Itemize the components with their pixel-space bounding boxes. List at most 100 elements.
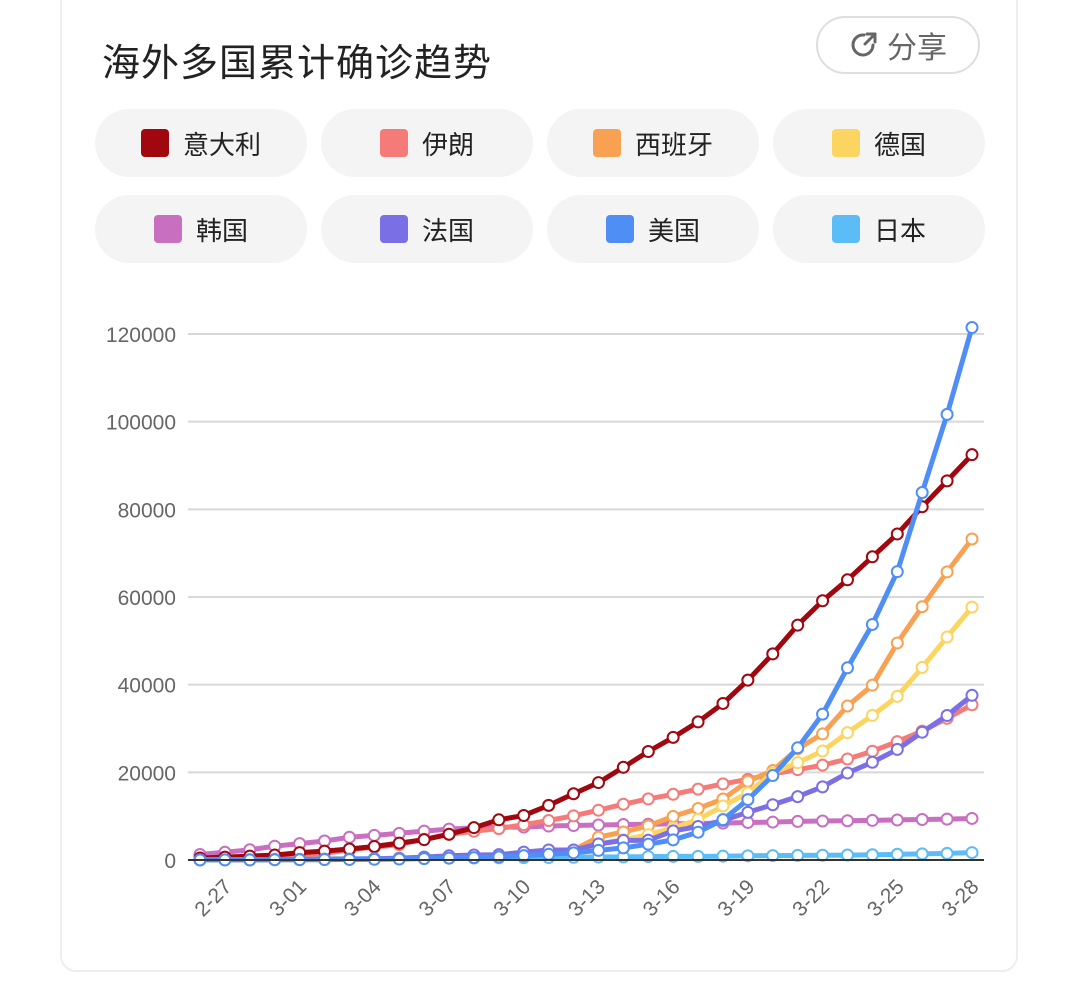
data-point <box>816 814 830 828</box>
legend-label: 德国 <box>873 130 926 161</box>
data-point <box>865 755 879 769</box>
data-point <box>741 849 755 863</box>
legend-item-spain[interactable]: 西班牙 <box>547 109 759 177</box>
data-point <box>791 814 805 828</box>
data-point <box>716 813 730 827</box>
data-point <box>442 827 456 841</box>
data-point <box>641 745 655 759</box>
data-point <box>716 799 730 813</box>
data-point <box>766 769 780 783</box>
data-point <box>816 758 830 772</box>
data-point <box>865 678 879 692</box>
data-point <box>766 849 780 863</box>
data-point <box>840 752 854 766</box>
x-tick-label: 3-13 <box>564 875 610 921</box>
data-point <box>965 600 979 614</box>
data-point <box>865 848 879 862</box>
legend-item-korea[interactable]: 韩国 <box>95 195 307 263</box>
data-point <box>591 776 605 790</box>
data-point <box>542 798 556 812</box>
legend-item-germany[interactable]: 德国 <box>773 109 985 177</box>
data-point <box>816 727 830 741</box>
data-point <box>915 486 929 500</box>
data-point <box>567 787 581 801</box>
data-point <box>915 660 929 674</box>
data-point <box>940 407 954 421</box>
data-point <box>766 798 780 812</box>
data-point <box>666 809 680 823</box>
legend-label: 法国 <box>421 216 474 247</box>
data-point <box>865 813 879 827</box>
data-point <box>591 818 605 832</box>
data-point <box>492 813 506 827</box>
x-tick-label: 3-19 <box>713 875 759 921</box>
data-point <box>691 802 705 816</box>
data-point <box>467 851 481 865</box>
data-point <box>691 782 705 796</box>
data-point <box>591 803 605 817</box>
data-point <box>890 527 904 541</box>
data-point <box>865 550 879 564</box>
data-point <box>716 849 730 863</box>
data-point <box>791 741 805 755</box>
data-point <box>791 618 805 632</box>
data-point <box>915 847 929 861</box>
data-point <box>965 811 979 825</box>
data-point <box>840 573 854 587</box>
data-point <box>666 787 680 801</box>
data-point <box>567 809 581 823</box>
data-point <box>641 837 655 851</box>
data-point <box>467 821 481 835</box>
data-point <box>940 709 954 723</box>
data-point <box>890 689 904 703</box>
data-point <box>766 647 780 661</box>
legend-swatch <box>379 215 408 243</box>
data-point <box>741 774 755 788</box>
data-point <box>840 848 854 862</box>
legend-item-italy[interactable]: 意大利 <box>95 109 307 177</box>
data-point <box>890 813 904 827</box>
legend-swatch <box>153 215 182 243</box>
data-point <box>616 760 630 774</box>
x-tick-label: 3-22 <box>788 875 834 921</box>
y-tick-label: 60000 <box>118 587 176 610</box>
data-point <box>392 836 406 850</box>
y-tick-label: 100000 <box>106 412 176 435</box>
data-point <box>840 766 854 780</box>
data-point <box>542 847 556 861</box>
x-tick-label: 3-16 <box>639 875 685 921</box>
legend-item-usa[interactable]: 美国 <box>547 195 759 263</box>
data-point <box>965 321 979 335</box>
legend-item-iran[interactable]: 伊朗 <box>321 109 533 177</box>
data-point <box>840 726 854 740</box>
legend: 意大利 伊朗 西班牙 德国 韩国 法国 美国 日本 <box>95 109 985 263</box>
series-line <box>197 692 975 863</box>
data-point <box>890 847 904 861</box>
legend-label: 西班牙 <box>634 130 713 161</box>
legend-label: 意大利 <box>182 130 261 161</box>
data-point <box>791 790 805 804</box>
data-point <box>791 756 805 770</box>
legend-swatch <box>140 129 169 157</box>
y-tick-label: 0 <box>164 850 176 873</box>
data-point <box>940 630 954 644</box>
data-point <box>940 474 954 488</box>
data-point <box>840 661 854 675</box>
legend-swatch <box>831 129 860 157</box>
data-point <box>766 815 780 829</box>
legend-item-france[interactable]: 法国 <box>321 195 533 263</box>
y-tick-label: 120000 <box>106 324 176 347</box>
data-point <box>816 594 830 608</box>
data-point <box>442 851 456 865</box>
data-point <box>890 565 904 579</box>
data-point <box>691 825 705 839</box>
data-point <box>666 833 680 847</box>
data-point <box>666 730 680 744</box>
x-tick-label: 3-04 <box>340 875 386 921</box>
legend-label: 韩国 <box>195 216 248 247</box>
legend-item-japan[interactable]: 日本 <box>773 195 985 263</box>
data-point <box>641 792 655 806</box>
data-point <box>840 814 854 828</box>
share-button[interactable]: 分享 <box>816 16 980 74</box>
